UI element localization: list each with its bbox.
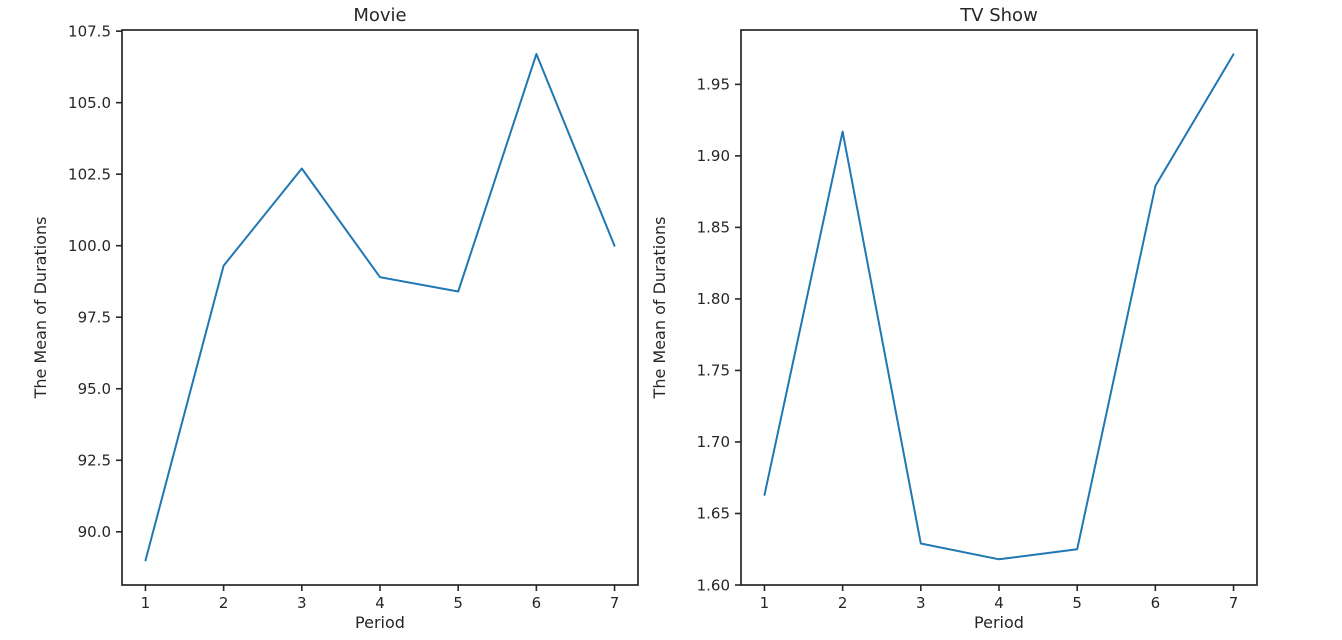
y-tick-label: 1.60 [697, 576, 730, 594]
x-tick-label: 1 [760, 594, 770, 612]
y-tick-label: 105.0 [68, 94, 111, 112]
x-tick-label: 4 [994, 594, 1004, 612]
y-tick-label: 1.95 [697, 76, 730, 94]
plot-title-movie: Movie [353, 5, 406, 26]
x-tick-label: 2 [219, 594, 229, 612]
x-tick-label: 4 [375, 594, 385, 612]
x-tick-label: 2 [838, 594, 848, 612]
x-tick-label: 3 [916, 594, 926, 612]
y-tick-label: 95.0 [78, 380, 111, 398]
y-tick-label: 1.70 [697, 433, 730, 451]
y-tick-label: 1.90 [697, 147, 730, 165]
x-tick-label: 6 [532, 594, 542, 612]
y-tick-label: 1.80 [697, 290, 730, 308]
x-tick-label: 3 [297, 594, 307, 612]
axes-spine-tv-show [740, 29, 1258, 586]
x-tick-label: 6 [1151, 594, 1161, 612]
x-tick-label: 7 [1229, 594, 1239, 612]
line-series-movie [144, 53, 616, 562]
y-tick-label: 1.75 [697, 362, 730, 380]
x-axis-label-movie: Period [355, 613, 405, 632]
y-tick-label: 1.65 [697, 505, 730, 523]
plot-title-tv-show: TV Show [959, 5, 1038, 26]
y-tick-label: 102.5 [68, 165, 111, 183]
y-tick-label: 100.0 [68, 237, 111, 255]
y-tick-label: 92.5 [78, 452, 111, 470]
x-tick-label: 1 [141, 594, 151, 612]
y-axis-label-movie: The Mean of Durations [31, 217, 50, 400]
y-tick-label: 90.0 [78, 523, 111, 541]
x-tick-label: 7 [610, 594, 620, 612]
line-series-tv-show [763, 53, 1235, 561]
y-axis-label-tv-show: The Mean of Durations [650, 217, 669, 400]
y-tick-label: 107.5 [68, 22, 111, 40]
y-tick-label: 1.85 [697, 219, 730, 237]
y-tick-label: 97.5 [78, 308, 111, 326]
x-tick-label: 5 [1072, 594, 1082, 612]
x-tick-label: 5 [453, 594, 463, 612]
x-axis-label-tv-show: Period [974, 613, 1024, 632]
